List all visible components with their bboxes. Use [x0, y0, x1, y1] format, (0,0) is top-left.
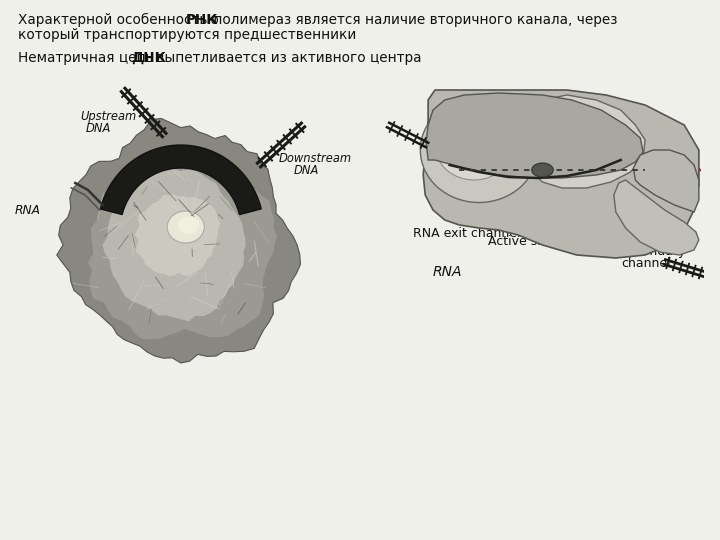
Polygon shape [614, 180, 699, 255]
Polygon shape [135, 194, 220, 276]
Text: RNA: RNA [14, 204, 40, 217]
Text: Upstream: Upstream [80, 110, 136, 123]
Text: DNA: DNA [609, 119, 645, 134]
Text: RNA: RNA [433, 265, 462, 279]
Polygon shape [426, 93, 643, 178]
Text: который транспортируются предшественники: который транспортируются предшественники [17, 28, 356, 42]
Text: Нематричная цепь: Нематричная цепь [17, 51, 158, 65]
Ellipse shape [532, 163, 553, 177]
Polygon shape [100, 145, 261, 214]
Text: DNA: DNA [86, 122, 112, 135]
Text: DNA: DNA [293, 164, 319, 177]
Text: ДНК: ДНК [131, 51, 166, 65]
Text: Downstream: Downstream [279, 152, 351, 165]
Text: RNA exit channel: RNA exit channel [413, 227, 521, 240]
Polygon shape [102, 168, 246, 321]
Text: Secondary: Secondary [618, 245, 685, 258]
Polygon shape [526, 95, 645, 188]
Ellipse shape [167, 211, 204, 243]
Ellipse shape [178, 216, 199, 234]
Polygon shape [423, 90, 699, 258]
Polygon shape [88, 150, 277, 339]
Text: β’: β’ [583, 119, 598, 134]
Text: Active site: Active site [487, 235, 553, 248]
Text: РНК: РНК [186, 13, 218, 27]
Text: полимераз является наличие вторичного канала, через: полимераз является наличие вторичного ка… [210, 13, 618, 27]
Polygon shape [634, 150, 699, 212]
Text: выпетливается из активного центра: выпетливается из активного центра [153, 51, 422, 65]
Polygon shape [57, 118, 300, 363]
Ellipse shape [420, 98, 538, 202]
Text: Характерной особенностью: Характерной особенностью [17, 13, 222, 27]
Text: β: β [604, 178, 614, 192]
Text: channel: channel [621, 257, 671, 270]
Ellipse shape [435, 110, 513, 180]
